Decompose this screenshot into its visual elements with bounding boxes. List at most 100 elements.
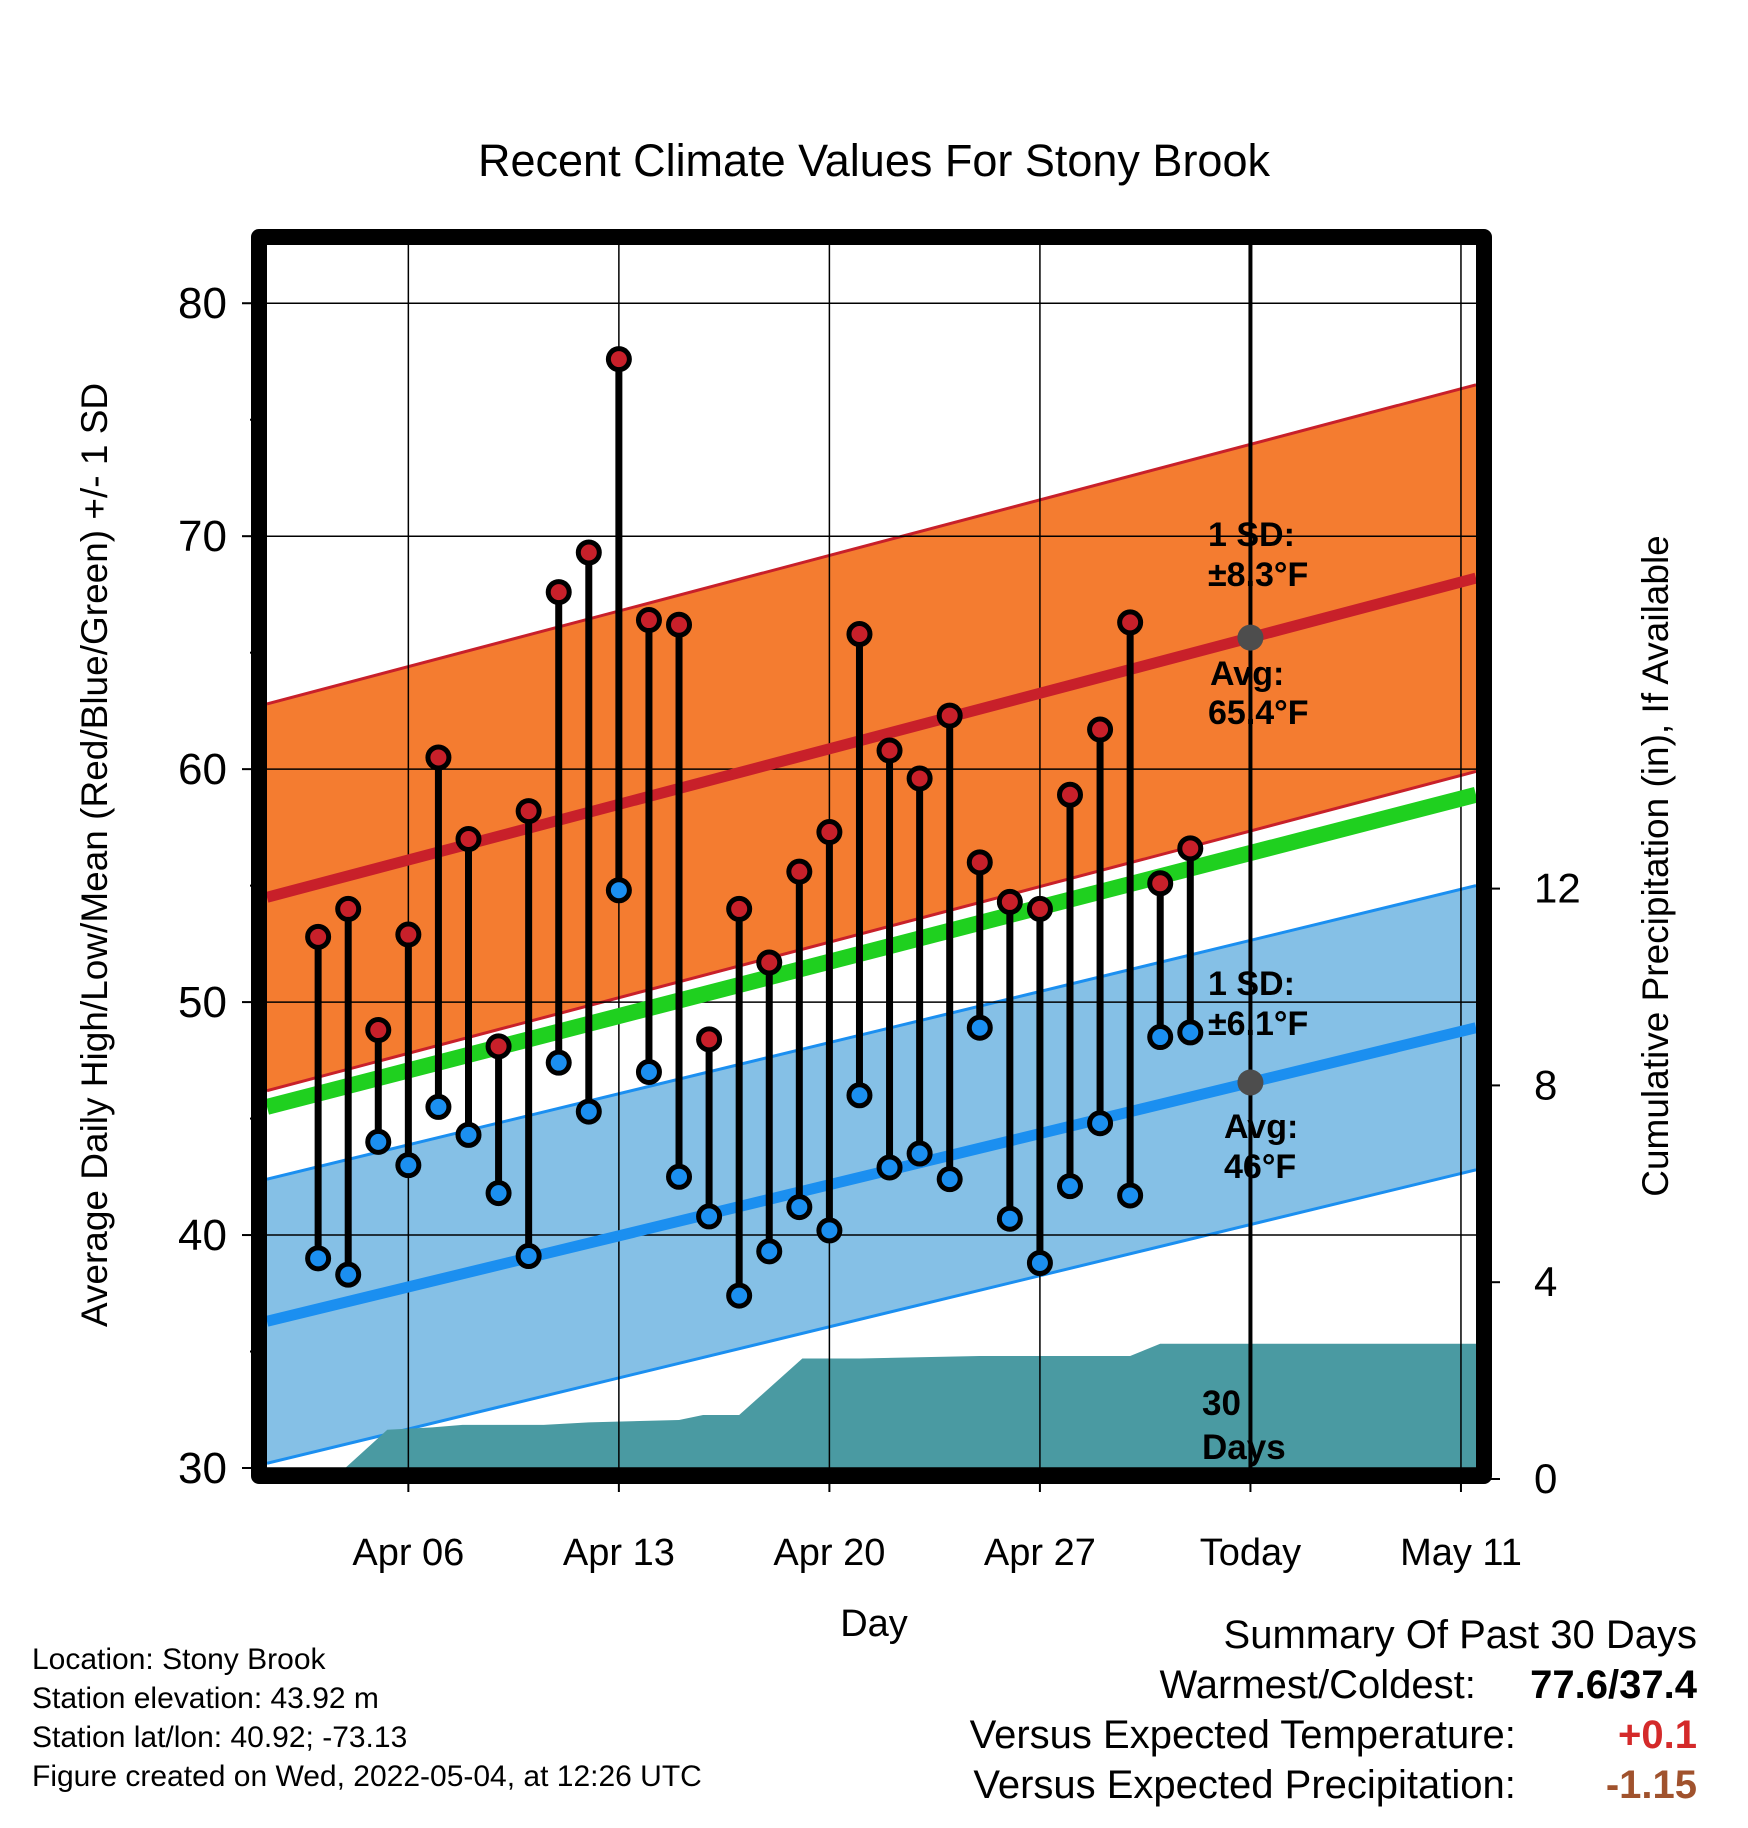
precip-area [345, 1343, 1476, 1468]
daily-high-point [365, 1017, 392, 1044]
daily-low-point [575, 1098, 602, 1125]
daily-low-point [696, 1203, 723, 1230]
daily-high-point [545, 579, 572, 606]
daily-high-point [635, 607, 662, 634]
summary-temp: Versus Expected Temperature: +0.1 [970, 1710, 1697, 1760]
daily-low-point [816, 1217, 843, 1244]
daily-low-point [635, 1058, 662, 1085]
daily-low-point [1117, 1182, 1144, 1209]
y2-tick-label: 0 [1534, 1455, 1557, 1502]
daily-low-point [1147, 1024, 1174, 1051]
window-days-label: Days [1202, 1428, 1286, 1467]
latlon-text: Station lat/lon: 40.92; -73.13 [32, 1721, 408, 1754]
daily-low-point [936, 1166, 963, 1193]
precip-diff-label: Versus Expected Precipitation: [973, 1763, 1516, 1807]
y2-tick-label: 12 [1534, 865, 1581, 912]
y2-tick-label: 4 [1534, 1258, 1557, 1305]
daily-high-point [425, 744, 452, 771]
daily-low-point [335, 1261, 362, 1288]
daily-low-point [545, 1049, 572, 1076]
x-tick-label: May 11 [1400, 1532, 1522, 1574]
summary-panel: Summary Of Past 30 Days Warmest/Coldest:… [970, 1610, 1697, 1810]
daily-high-point [666, 611, 693, 638]
high-avg-value: 65.4°F [1208, 694, 1309, 732]
low-avg-label: Avg: [1224, 1108, 1298, 1146]
chart-title: Recent Climate Values For Stony Brook [478, 135, 1271, 186]
x-tick-label: Apr 13 [563, 1532, 675, 1574]
daily-high-point [756, 949, 783, 976]
y-tick-label: 50 [178, 978, 227, 1027]
daily-low-point [305, 1245, 332, 1272]
x-tick-label: Apr 06 [352, 1532, 464, 1574]
daily-high-point [1026, 895, 1053, 922]
daily-high-point [846, 621, 873, 648]
daily-high-point [1117, 609, 1144, 636]
daily-high-point [966, 849, 993, 876]
daily-high-point [455, 826, 482, 853]
daily-high-point [335, 895, 362, 922]
daily-low-point [1177, 1019, 1204, 1046]
x-tick-label: Today [1200, 1532, 1301, 1574]
daily-high-point [996, 888, 1023, 915]
precip-diff-value: -1.15 [1605, 1763, 1697, 1807]
daily-low-point [485, 1180, 512, 1207]
daily-low-point [756, 1238, 783, 1265]
low-sd-label: 1 SD: [1208, 965, 1295, 1003]
daily-low-point [876, 1154, 903, 1181]
low-avg-value: 46°F [1224, 1148, 1296, 1186]
y-axis-label: Average Daily High/Low/Mean (Red/Blue/Gr… [74, 383, 115, 1327]
daily-high-point [1177, 835, 1204, 862]
daily-low-point [996, 1205, 1023, 1232]
summary-title: Summary Of Past 30 Days [1223, 1613, 1697, 1657]
daily-low-point [906, 1140, 933, 1167]
daily-high-point [876, 737, 903, 764]
y-tick-label: 40 [178, 1211, 227, 1260]
daily-low-point [666, 1163, 693, 1190]
daily-low-point [605, 877, 632, 904]
summary-precip: Versus Expected Precipitation: -1.15 [970, 1760, 1697, 1810]
window-days-number: 30 [1202, 1384, 1241, 1423]
high-sd-label: 1 SD: [1208, 516, 1295, 554]
y-tick-label: 30 [178, 1444, 227, 1493]
y2-tick-label: 8 [1534, 1061, 1557, 1108]
daily-high-point [726, 895, 753, 922]
y-tick-label: 80 [178, 279, 227, 328]
daily-low-point [365, 1128, 392, 1155]
daily-low-point [966, 1014, 993, 1041]
daily-low-point [425, 1093, 452, 1120]
low-sd-band-lower-edge [267, 1168, 1476, 1465]
daily-high-point [786, 858, 813, 885]
y2-axis-label: Cumulative Precipitation (in), If Availa… [1635, 535, 1676, 1197]
plot-frame [251, 229, 1492, 1484]
daily-high-point [605, 346, 632, 373]
summary-warm-cold: Warmest/Coldest: 77.6/37.4 [970, 1660, 1698, 1710]
daily-high-point [485, 1033, 512, 1060]
daily-low-point [726, 1282, 753, 1309]
today-high-avg-marker [1237, 624, 1264, 651]
today-low-avg-marker [1237, 1069, 1264, 1096]
high-sd-value: ±8.3°F [1208, 556, 1308, 594]
temp-diff-value: +0.1 [1618, 1713, 1697, 1757]
daily-high-point [816, 819, 843, 846]
high-avg-label: Avg: [1210, 655, 1284, 693]
elevation-text: Station elevation: 43.92 m [32, 1682, 379, 1715]
daily-low-point [1026, 1250, 1053, 1277]
daily-high-point [696, 1026, 723, 1053]
low-avg-line [267, 1022, 1476, 1327]
temp-diff-label: Versus Expected Temperature: [969, 1713, 1516, 1757]
daily-low-point [515, 1243, 542, 1270]
x-axis-label: Day [840, 1603, 908, 1645]
daily-low-point [1087, 1110, 1114, 1137]
location-text: Location: Stony Brook [32, 1643, 326, 1676]
plot-inner [267, 245, 1476, 1468]
daily-low-point [786, 1194, 813, 1221]
daily-high-point [395, 921, 422, 948]
x-tick-label: Apr 27 [984, 1532, 1096, 1574]
daily-low-point [1056, 1173, 1083, 1200]
x-tick-label: Apr 20 [773, 1532, 885, 1574]
y-tick-label: 70 [178, 512, 227, 561]
y-tick-label: 60 [178, 745, 227, 794]
daily-low-point [395, 1152, 422, 1179]
